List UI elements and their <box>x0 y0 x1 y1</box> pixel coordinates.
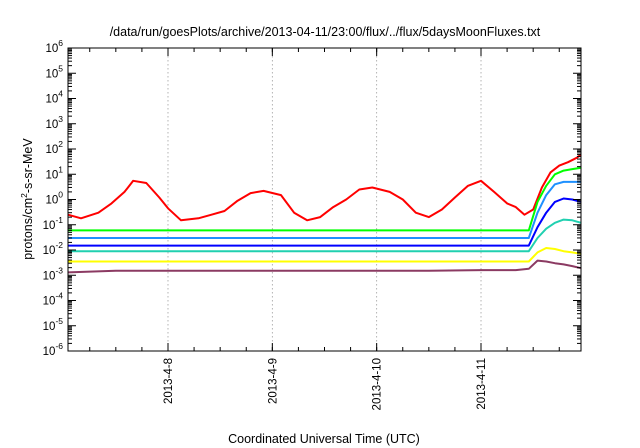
series-line-6 <box>68 247 582 263</box>
x-tick-label: 2013-4-11 <box>476 358 488 410</box>
series-line-7 <box>67 259 582 274</box>
y-tick-label: 10-5 <box>43 316 64 333</box>
y-axis-label-base: protons/cm <box>21 198 35 260</box>
series-line-4 <box>68 197 582 247</box>
x-axis: 2013-4-8 2013-4-9 2013-4-10 2013-4-11 <box>89 48 560 410</box>
series-line-2 <box>68 166 582 232</box>
y-tick-label: 10-4 <box>43 291 64 308</box>
x-axis-label: Coordinated Universal Time (UTC) <box>228 432 420 446</box>
x-tick-label: 2013-4-9 <box>267 358 279 404</box>
series-line-5 <box>68 218 582 253</box>
x-tick-label: 2013-4-8 <box>163 358 175 404</box>
y-tick-label: 102 <box>45 139 63 156</box>
chart-title: /data/run/goesPlots/archive/2013-04-11/2… <box>110 25 541 39</box>
y-tick-label: 106 <box>45 38 63 55</box>
y-axis-label-sup: 2 <box>19 193 29 198</box>
y-tick-label: 105 <box>45 63 63 80</box>
y-axis-label-rest: -s-sr-MeV <box>21 138 35 194</box>
x-tick-label: 2013-4-10 <box>372 358 384 410</box>
y-tick-label: 10-1 <box>43 215 64 232</box>
grid <box>167 48 482 351</box>
y-tick-label: 101 <box>45 164 63 181</box>
series-lines <box>67 153 582 274</box>
y-axis-label: protons/cm2-s-sr-MeV <box>19 138 35 260</box>
y-axis: 10-6 10-5 10-4 10-3 10-2 10-1 100 101 102 103 104 1… <box>43 38 581 358</box>
y-tick-label: 10-2 <box>43 240 64 257</box>
series-line-1 <box>67 153 582 222</box>
y-tick-label: 10-3 <box>43 265 64 282</box>
y-tick-label: 103 <box>45 114 63 131</box>
y-tick-label: 10-6 <box>43 341 64 358</box>
y-tick-label: 100 <box>45 190 63 207</box>
series-line-3 <box>68 180 581 239</box>
y-tick-label: 104 <box>45 89 63 106</box>
